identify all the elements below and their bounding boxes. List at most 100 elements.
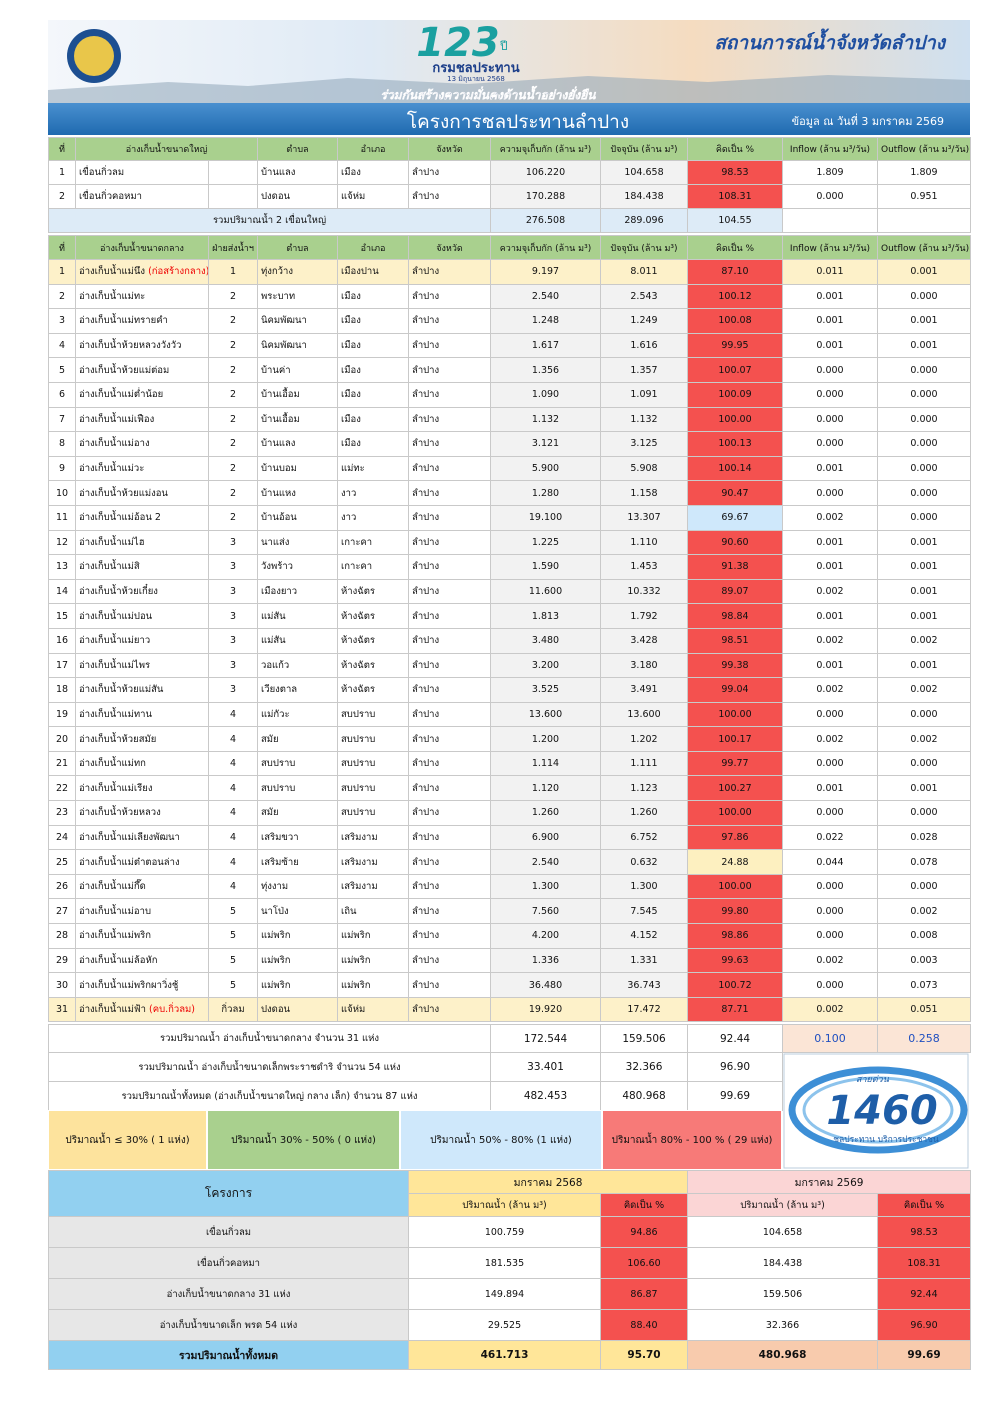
cell: 1.090 xyxy=(490,381,601,408)
data-row: 11 อ่างเก็บน้ำแม่อ้อน 2 2 บ้านอ้อน งาว ลำปาง 1… xyxy=(48,504,971,531)
cell: 89.07 xyxy=(687,578,783,605)
cell: เมือง xyxy=(337,431,409,457)
cell: 4.200 xyxy=(490,923,601,949)
cell: บ้านเอื้อม xyxy=(257,381,338,408)
cell: 13.600 xyxy=(600,701,688,728)
cell: 11 xyxy=(48,504,76,531)
cell: 1.336 xyxy=(490,947,601,974)
cell: 99.77 xyxy=(687,750,783,777)
data-row: อ่างเก็บน้ำขนาดกลาง 31 แห่ง 149.894 86.87 1… xyxy=(48,1278,972,1310)
cell: 92.44 xyxy=(877,1278,972,1310)
reservoir-name: อ่างเก็บน้ำแม่ล้อหัก xyxy=(75,947,209,974)
total-label: รวมปริมาณน้ำ 2 เขื่อนใหญ่ xyxy=(48,208,491,233)
cell: 0.001 xyxy=(877,554,971,580)
cell: แม่พริก xyxy=(337,972,409,998)
cell: 29.525 xyxy=(408,1309,601,1341)
cell: 0.000 xyxy=(782,898,878,925)
cell: ลำปาง xyxy=(408,898,491,925)
cell: นิคมพัฒนา xyxy=(257,332,338,359)
cell: 4 xyxy=(208,701,258,728)
cell: 0.008 xyxy=(877,923,971,949)
blank-cell xyxy=(782,208,878,233)
column-header: อ่างเก็บน้ำขนาดใหญ่ xyxy=(75,137,258,161)
cell: แม่พริก xyxy=(337,923,409,949)
reservoir-name-text: อ่างเก็บน้ำแม่สิ xyxy=(79,561,140,573)
reservoir-name: อ่างเก็บน้ำแม่ทก xyxy=(75,750,209,777)
cell: เมือง xyxy=(337,406,409,433)
total-row: รวมปริมาณน้ำทั้งหมด 461.713 95.70 480.968 99… xyxy=(48,1340,972,1370)
reservoir-name-text: อ่างเก็บน้ำแม่เลียงพัฒนา xyxy=(79,831,180,843)
cell: นาโป่ง xyxy=(257,898,338,925)
cell: 2 xyxy=(208,332,258,359)
agency-name: กรมชลประทาน xyxy=(432,61,519,76)
reservoir-name-text: อ่างเก็บน้ำแม่นึง xyxy=(79,266,146,278)
cell: 6.752 xyxy=(600,824,688,851)
cell: 5 xyxy=(208,923,258,949)
reservoir-name-text: อ่างเก็บน้ำห้วยหลวงวังวัว xyxy=(79,340,182,352)
reservoir-name: อ่างเก็บน้ำแม่ทะ xyxy=(75,283,209,310)
cell: 1 xyxy=(48,160,76,185)
reservoir-name-text: อ่างเก็บน้ำแม่ไพร xyxy=(79,659,151,671)
cell: 1.356 xyxy=(490,357,601,383)
cell: 5.908 xyxy=(600,455,688,482)
reservoir-name-text: อ่างเก็บน้ำห้วยสมัย xyxy=(79,733,157,745)
cell: 2 xyxy=(208,357,258,383)
summary-label: รวมปริมาณน้ำ อ่างเก็บน้ำขนาดกลาง จำนวน 3… xyxy=(47,1024,492,1053)
cell: ลำปาง xyxy=(408,824,491,851)
reservoir-name: อ่างเก็บน้ำแม่อาบ xyxy=(75,898,209,925)
cell: 0.002 xyxy=(877,726,971,752)
cell: 18 xyxy=(48,677,76,703)
data-row: 8 อ่างเก็บน้ำแม่อาง 2 บ้านแลง เมือง ลำปาง 3.12… xyxy=(48,431,971,457)
column-header: ปริมาณน้ำ (ล้าน ม³) xyxy=(687,1193,879,1217)
cell: 1.792 xyxy=(600,603,688,629)
total-row: รวมปริมาณน้ำ 2 เขื่อนใหญ่ 276.508 289.096 1… xyxy=(48,208,971,233)
cell: ลำปาง xyxy=(408,308,491,334)
cell: กิ่วลม xyxy=(208,996,258,1023)
cell: 12 xyxy=(48,529,76,556)
cell: ลำปาง xyxy=(408,627,491,654)
summary-cell: 482.453 xyxy=(490,1081,602,1111)
column-header: ปัจจุบัน (ล้าน ม³) xyxy=(600,137,688,161)
cell: พระบาท xyxy=(257,283,338,310)
logo-suffix: ปี xyxy=(499,39,507,53)
column-header: คิดเป็น % xyxy=(687,137,783,161)
cell: 2 xyxy=(48,184,76,209)
summary-cell: 0.258 xyxy=(877,1024,972,1053)
column-header: ที่ xyxy=(48,137,76,161)
cell: 0.000 xyxy=(782,701,878,728)
cell: 90.60 xyxy=(687,529,783,556)
data-row: 26 อ่างเก็บน้ำแม่กึ๊ด 4 ทุ่งงาม เสริมงาม ลำปา… xyxy=(48,873,971,900)
cell: งาว xyxy=(337,504,409,531)
summary-cell: 99.69 xyxy=(687,1081,784,1111)
hotline-number: 1460 xyxy=(826,1088,937,1134)
cell: เมือง xyxy=(337,160,409,185)
cell: 3 xyxy=(208,627,258,654)
column-header: ฝ่ายส่งน้ำฯ xyxy=(208,235,258,260)
cell: 24 xyxy=(48,824,76,851)
cell: 0.001 xyxy=(877,652,971,679)
reservoir-name: อ่างเก็บน้ำแม่กึ๊ด xyxy=(75,873,209,900)
cell: 0.000 xyxy=(782,480,878,506)
cell: 29 xyxy=(48,947,76,974)
cell: 11.600 xyxy=(490,578,601,605)
summary-label: รวมปริมาณน้ำ อ่างเก็บน้ำขนาดเล็กพระราชดำ… xyxy=(47,1052,492,1082)
cell: เกาะคา xyxy=(337,529,409,556)
cell: 1.300 xyxy=(490,873,601,900)
cell: ห้างฉัตร xyxy=(337,677,409,703)
cell: 3 xyxy=(208,603,258,629)
cell: 100.759 xyxy=(408,1216,601,1248)
data-row: 22 อ่างเก็บน้ำแม่เรียง 4 สบปราบ สบปราบ ลำปาง 1… xyxy=(48,775,971,802)
data-row: 21 อ่างเก็บน้ำแม่ทก 4 สบปราบ สบปราบ ลำปาง 1.11… xyxy=(48,750,971,777)
project-name: เขื่อนกิ่วลม xyxy=(48,1216,409,1248)
skyline xyxy=(48,75,970,103)
cell: 0.028 xyxy=(877,824,971,851)
project-name: อ่างเก็บน้ำขนาดเล็ก พรด 54 แห่ง xyxy=(48,1309,409,1341)
cell: 4 xyxy=(208,824,258,851)
cell: ลำปาง xyxy=(408,677,491,703)
cell: 3.125 xyxy=(600,431,688,457)
cell: สบปราบ xyxy=(337,701,409,728)
cell: 99.95 xyxy=(687,332,783,359)
cell: บ้านแลง xyxy=(257,160,338,185)
cell: 98.53 xyxy=(687,160,783,185)
data-row: 29 อ่างเก็บน้ำแม่ล้อหัก 5 แม่พริก แม่พริก ลำป… xyxy=(48,947,971,974)
